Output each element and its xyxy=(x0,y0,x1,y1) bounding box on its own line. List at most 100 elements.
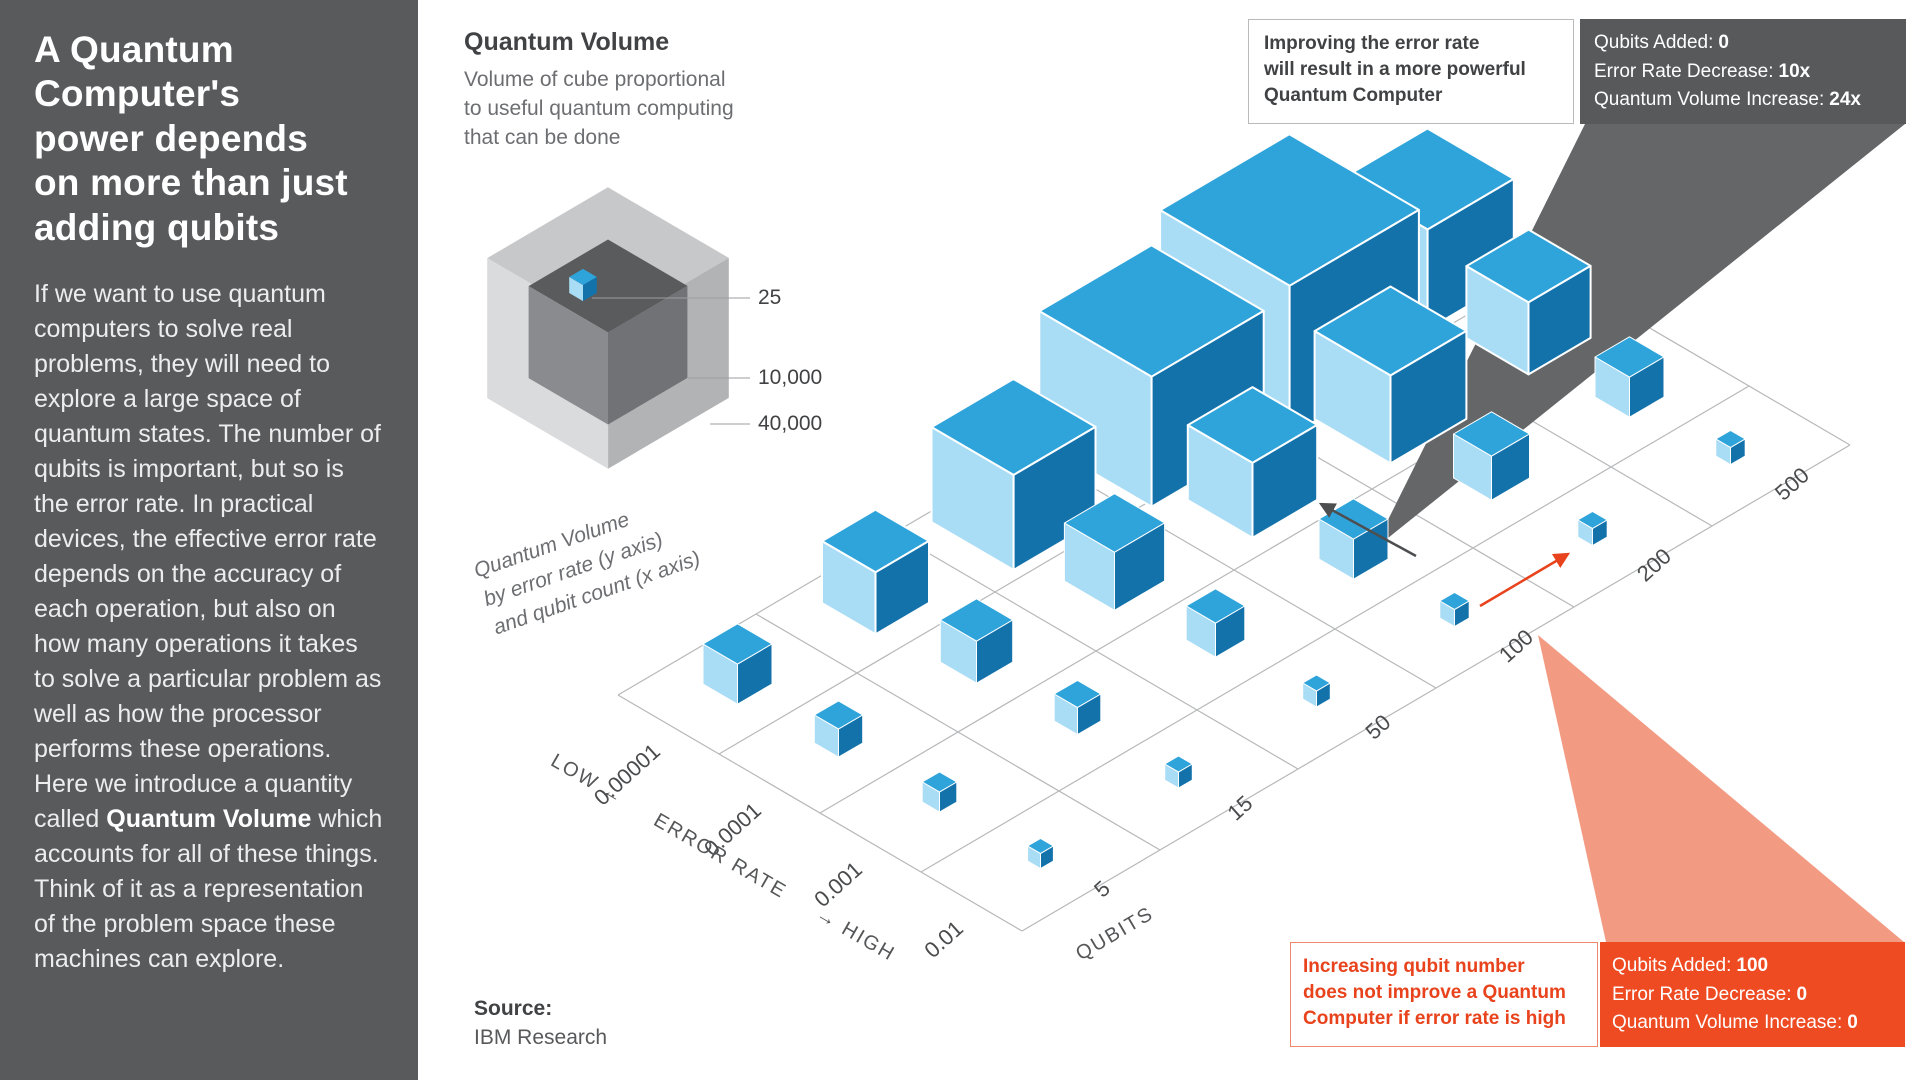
improve-error-callout: Improving the error rate will result in … xyxy=(1248,19,1574,124)
qv-cube-error3-qubits100-right-face xyxy=(1454,600,1470,628)
qv-cube-error3-qubits5-right-face xyxy=(1040,845,1054,870)
source-block: Source: IBM Research xyxy=(474,994,607,1053)
chart-panel: 0.00001 0.0001 0.001 0.01 5 15 50 100 200 500 LOW … xyxy=(418,0,1920,1080)
volume-legend-figure: 25 10,000 40,000 xyxy=(487,187,822,469)
qv-cube-error2-qubits500 xyxy=(1594,336,1665,418)
qv-cube-error1-qubits50 xyxy=(1063,493,1166,611)
qv-cube-error0-qubits50 xyxy=(930,378,1097,571)
improve-error-callout-line-2: will result in a more powerful xyxy=(1264,59,1526,81)
legend-connector-lines xyxy=(592,297,750,425)
legend-inner-cube-10000 xyxy=(528,239,688,425)
qv-cube-error2-qubits50-right-face xyxy=(1215,605,1246,658)
title-line-5: adding qubits xyxy=(34,206,280,248)
qubit-number-stats-box: Qubits Added: 100 Error Rate Decrease: 0 Q… xyxy=(1600,942,1905,1047)
legend-subtitle-line-2: to useful quantum computing xyxy=(464,96,734,120)
stat-label: Quantum Volume Increase: xyxy=(1594,89,1825,110)
grid-line-error-4 xyxy=(1021,444,1851,932)
qubit-count-tick-500: 500 xyxy=(1770,462,1814,505)
qubit-count-tick-200: 200 xyxy=(1632,543,1676,586)
stat-quantum-volume-increase: Quantum Volume Increase: 24x xyxy=(1594,86,1892,115)
qv-cube-error2-qubits15-right-face xyxy=(1077,693,1102,736)
quantum-volume-chart: 0.000010.00010.0010.0151550100200500LOW … xyxy=(547,124,1905,966)
legend-title: Quantum Volume xyxy=(464,28,670,56)
qv-cube-error1-qubits100 xyxy=(1186,386,1319,539)
stat-value: 100 xyxy=(1736,955,1769,976)
legend-unit-cube-25-left-face xyxy=(569,277,583,302)
qv-cube-error0-qubits15 xyxy=(821,508,930,636)
source-label: Source: xyxy=(474,997,553,1020)
qv-cube-error1-qubits500 xyxy=(1465,228,1592,376)
qv-cube-error1-qubits15 xyxy=(939,598,1014,684)
intro-text-continued: which accounts for all of these things. … xyxy=(34,804,383,973)
qv-cube-error3-qubits50-right-face xyxy=(1316,682,1331,708)
error-rate-tick-0.01: 0.01 xyxy=(919,916,968,963)
qv-cube-error0-qubits15-right-face xyxy=(874,539,930,636)
qv-cube-error2-qubits500-right-face xyxy=(1629,356,1665,418)
stat-label: Error Rate Decrease: xyxy=(1594,60,1774,82)
qubit-number-callout: Increasing qubit number does not improve… xyxy=(1290,942,1598,1047)
legend-volume-label-40,000: 40,000 xyxy=(758,412,822,435)
stat-value: 0 xyxy=(1796,983,1808,1005)
source-value: IBM Research xyxy=(474,1026,608,1050)
nested-volume-cubes xyxy=(487,187,729,469)
qv-cube-error1-qubits100-right-face xyxy=(1251,423,1319,539)
stat-qubits-added: Qubits Added: 100 xyxy=(1612,952,1893,981)
stat-qubits-added: Qubits Added: 0 xyxy=(1594,29,1892,58)
qv-cube-error1-qubits15-right-face xyxy=(976,619,1014,684)
qv-cube-error2-qubits50 xyxy=(1185,588,1246,658)
legend-subtitle-line-1: Volume of cube proportional xyxy=(464,68,726,91)
stat-label: Qubits Added: xyxy=(1594,32,1714,53)
qv-cube-error1-qubits200 xyxy=(1313,285,1468,465)
qubit-increase-arrow xyxy=(1479,552,1571,608)
legend-volume-labels: 25 10,000 40,000 xyxy=(758,286,822,435)
qv-cube-error0-qubits100 xyxy=(1038,244,1265,508)
qv-cube-error1-qubits5-right-face xyxy=(838,714,864,758)
error-improvement-arrow xyxy=(1318,502,1417,558)
qv-cube-error0-qubits5-right-face xyxy=(737,643,773,705)
page-title: A Quantum Computer's power depends on mo… xyxy=(34,28,384,250)
intro-quantum-volume-term: Quantum Volume xyxy=(106,804,312,833)
qv-cube-error1-qubits200-right-face xyxy=(1389,329,1468,465)
qubit-count-tick-100: 100 xyxy=(1494,624,1538,667)
qv-cube-error2-qubits5-right-face xyxy=(939,781,958,813)
qv-cube-error2-qubits200-right-face xyxy=(1491,433,1530,501)
stat-error-rate-decrease: Error Rate Decrease: 0 xyxy=(1612,981,1893,1010)
legend-inner-cube-10000-top-face xyxy=(528,239,688,333)
title-line-3: power depends xyxy=(34,117,308,159)
qv-cube-error0-qubits5 xyxy=(702,623,773,705)
qv-cube-error3-qubits100 xyxy=(1439,591,1470,628)
stat-value: 0 xyxy=(1847,1012,1858,1033)
qv-cube-error1-qubits5 xyxy=(813,700,864,758)
legend-inner-cube-10000-right-face xyxy=(608,285,688,425)
stat-label: Qubits Added: xyxy=(1612,955,1732,976)
stat-value: 10x xyxy=(1778,60,1811,82)
qubit-number-spotlight-beam xyxy=(1538,635,1904,942)
qv-cube-error3-qubits500-right-face xyxy=(1730,438,1746,466)
stat-label: Quantum Volume Increase: xyxy=(1612,1012,1843,1033)
stat-value: 24x xyxy=(1829,89,1861,110)
intro-paragraph: If we want to use quantum computers to s… xyxy=(34,277,384,977)
title-line-4: on more than just xyxy=(34,162,348,204)
title-line-1: A Quantum xyxy=(34,29,234,70)
qv-cube-error3-qubits15 xyxy=(1164,755,1193,789)
qv-cube-error3-qubits200 xyxy=(1577,510,1608,547)
error-rate-axis-label: LOW ← ERROR RATE → HIGH xyxy=(547,750,899,966)
title-line-2: Computer's xyxy=(34,73,241,115)
improve-error-callout-line-3: Quantum Computer xyxy=(1264,85,1443,107)
qv-cube-error2-qubits200 xyxy=(1453,411,1530,501)
qubit-number-callout-line-1: Increasing qubit number xyxy=(1303,956,1525,977)
grid-line-error-3 xyxy=(920,385,1750,873)
improve-error-callout-line-1: Improving the error rate xyxy=(1264,33,1480,54)
legend-volume-label-10,000: 10,000 xyxy=(758,366,822,389)
qv-cube-error2-qubits100 xyxy=(1318,498,1389,580)
qv-cube-error3-qubits200-right-face xyxy=(1592,519,1608,547)
legend-inner-cube-10000-left-face xyxy=(528,286,608,425)
legend-volume-label-25: 25 xyxy=(758,286,781,309)
qv-cube-error1-qubits50-right-face xyxy=(1114,522,1166,611)
qv-cube-error3-qubits500 xyxy=(1715,429,1746,466)
stat-error-rate-decrease: Error Rate Decrease: 10x xyxy=(1594,58,1892,87)
qv-cube-error1-qubits500-right-face xyxy=(1527,264,1592,376)
qv-cube-error2-qubits15 xyxy=(1053,679,1102,736)
qubit-number-callout-line-2: does not improve a Quantum xyxy=(1303,982,1566,1004)
